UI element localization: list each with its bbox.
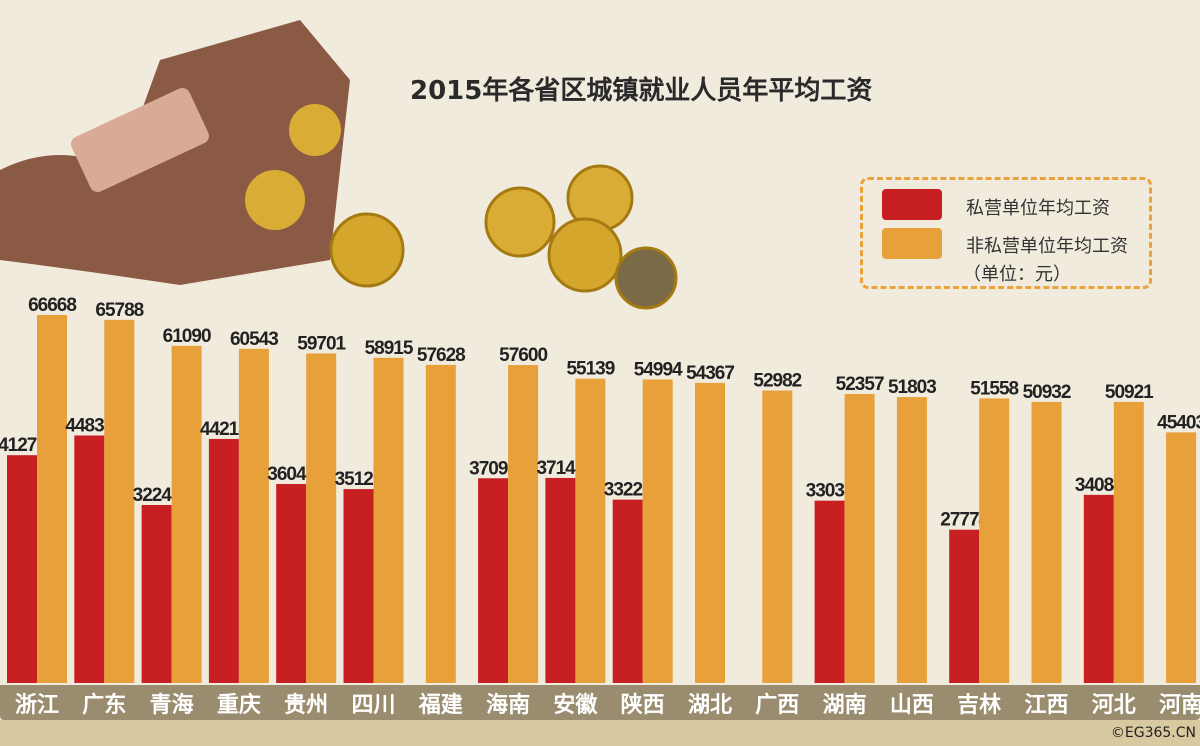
nonprivate-bar <box>642 379 673 683</box>
category-label: 吉林 <box>957 693 1002 718</box>
data-label: 50932 <box>1023 382 1071 403</box>
legend-unit-note: （单位：元） <box>963 264 1071 285</box>
category-label: 湖南 <box>822 693 867 718</box>
private-bar <box>141 504 172 683</box>
nonprivate-bar <box>695 382 725 683</box>
nonprivate-bar <box>896 397 927 683</box>
category-band <box>0 685 1200 720</box>
footer-strip <box>0 720 1200 746</box>
data-label: 36044 <box>267 464 316 485</box>
data-label: 65788 <box>95 300 143 321</box>
private-bar <box>7 455 37 683</box>
data-label: 32248 <box>133 485 181 506</box>
data-label: 33033 <box>806 481 854 502</box>
private-bar <box>74 435 105 683</box>
category-label: 青海 <box>149 693 194 718</box>
data-label: 55139 <box>566 359 614 380</box>
data-label: 33220 <box>604 480 652 501</box>
private-bar <box>343 489 374 683</box>
category-label: 广西 <box>755 693 800 718</box>
data-label: 41272 <box>0 435 46 456</box>
chart-title: 2015年各省区城镇就业人员年平均工资 <box>410 76 873 106</box>
data-label: 27774 <box>940 510 989 531</box>
category-label: 江西 <box>1024 693 1069 718</box>
nonprivate-bar <box>844 393 875 683</box>
category-label: 浙江 <box>14 693 59 718</box>
data-label: 60543 <box>230 329 278 350</box>
private-bar <box>276 484 307 683</box>
private-bar <box>949 529 980 683</box>
nonprivate-bar <box>373 357 404 683</box>
nonprivate-bar <box>171 345 202 683</box>
nonprivate-bar <box>575 378 606 683</box>
credit: ©EG365.CN <box>1110 725 1196 741</box>
private-bar <box>545 477 576 683</box>
category-label: 贵州 <box>284 693 329 718</box>
data-label: 66668 <box>28 295 76 316</box>
private-bar <box>478 478 509 683</box>
nonprivate-bar <box>1113 401 1144 683</box>
data-label: 50921 <box>1105 382 1154 403</box>
category-label: 重庆 <box>216 693 261 718</box>
data-label: 35127 <box>335 469 383 490</box>
nonprivate-bar <box>306 353 337 683</box>
data-label: 44838 <box>65 415 113 436</box>
category-label: 山西 <box>889 693 934 718</box>
category-label: 广东 <box>82 693 127 718</box>
data-label: 34084 <box>1075 475 1124 496</box>
legend-label-nonprivate: 非私营单位年均工资 <box>966 236 1128 257</box>
data-label: 57628 <box>417 345 465 366</box>
data-label: 44213 <box>200 419 248 440</box>
nonprivate-bar <box>238 348 269 683</box>
data-label: 57600 <box>499 345 547 366</box>
data-label: 61090 <box>163 326 211 347</box>
category-label: 安徽 <box>553 693 598 718</box>
category-label: 四川 <box>351 693 396 718</box>
private-bar <box>208 438 239 683</box>
private-bar <box>814 500 845 683</box>
nonprivate-bar <box>979 398 1010 683</box>
data-label: 51558 <box>970 378 1018 399</box>
data-label: 58915 <box>365 338 414 359</box>
legend-swatch-private <box>882 189 942 220</box>
data-label: 54994 <box>634 359 683 380</box>
nonprivate-bar <box>104 319 135 683</box>
category-label: 福建 <box>418 693 463 718</box>
data-label: 37148 <box>536 458 584 479</box>
data-label: 37093 <box>469 458 517 479</box>
legend: 私营单位年均工资 非私营单位年均工资 （单位：元） <box>860 177 1152 289</box>
nonprivate-bar <box>1166 432 1197 683</box>
data-label: 52357 <box>836 374 884 395</box>
private-bar <box>1083 494 1114 683</box>
data-label: 59701 <box>297 333 346 354</box>
data-label: 52982 <box>753 371 801 392</box>
data-label: 51803 <box>888 377 936 398</box>
private-bar <box>612 499 643 683</box>
category-label: 陕西 <box>620 693 665 718</box>
category-label: 河北 <box>1091 693 1136 718</box>
nonprivate-bar <box>508 365 539 683</box>
decoration-coins <box>0 20 678 310</box>
data-label: 54367 <box>686 363 734 384</box>
category-label: 湖北 <box>687 693 732 718</box>
category-label: 海南 <box>486 693 531 718</box>
data-label: 45403 <box>1157 412 1200 433</box>
nonprivate-bar <box>37 315 67 683</box>
legend-swatch-nonprivate <box>882 228 942 259</box>
legend-label-private: 私营单位年均工资 <box>966 198 1110 219</box>
nonprivate-bar <box>425 364 456 683</box>
category-label: 河南 <box>1159 693 1200 718</box>
nonprivate-bar <box>1031 401 1062 683</box>
nonprivate-bar <box>762 390 793 683</box>
